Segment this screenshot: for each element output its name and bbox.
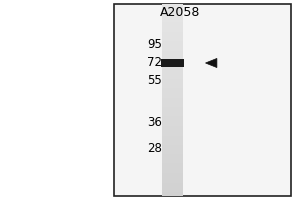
Text: 72: 72 bbox=[147, 56, 162, 70]
Text: A2058: A2058 bbox=[160, 6, 200, 20]
Text: 36: 36 bbox=[147, 116, 162, 130]
Text: 55: 55 bbox=[147, 74, 162, 88]
Polygon shape bbox=[206, 58, 217, 68]
Bar bbox=[114, 4, 291, 196]
Text: 95: 95 bbox=[147, 38, 162, 50]
Text: 28: 28 bbox=[147, 142, 162, 156]
Bar bbox=[161, 59, 184, 67]
